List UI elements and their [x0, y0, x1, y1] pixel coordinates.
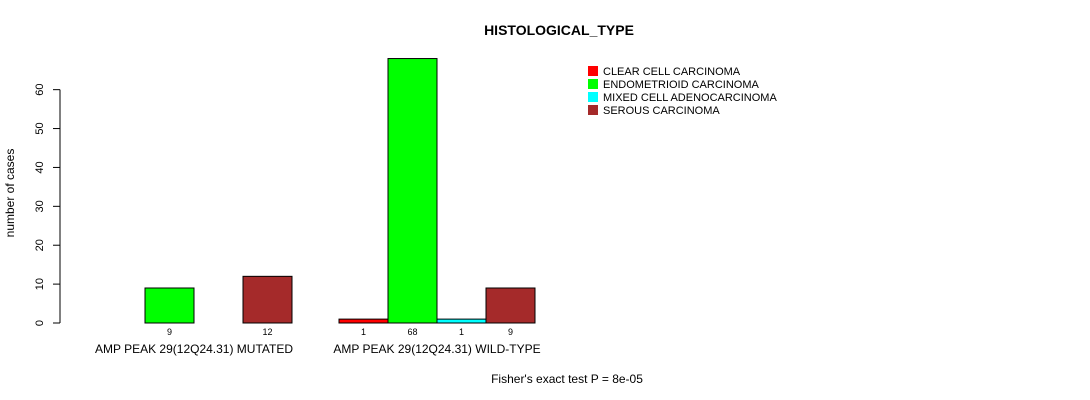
legend-entry: ENDOMETRIOID CARCINOMA — [603, 79, 760, 91]
y-tick-label: 50 — [34, 122, 46, 134]
bar — [436, 318, 487, 324]
y-tick-label: 10 — [34, 278, 46, 290]
legend-swatch — [588, 79, 598, 89]
bar — [144, 287, 195, 324]
bars — [144, 58, 536, 324]
category-labels: AMP PEAK 29(12Q24.31) MUTATED AMP PEAK 29… — [95, 342, 541, 356]
y-tick-label: 40 — [34, 161, 46, 173]
y-axis-label: number of cases — [3, 149, 17, 238]
y-axis: 0 10 20 30 40 50 60 — [34, 84, 61, 326]
legend-swatch — [588, 66, 598, 76]
legend-entry: MIXED CELL ADENOCARCINOMA — [603, 92, 777, 104]
legend-entry: CLEAR CELL CARCINOMA — [603, 66, 741, 78]
bar-value-label: 1 — [459, 327, 464, 337]
bar — [485, 287, 536, 324]
y-tick-label: 30 — [34, 200, 46, 212]
y-tick-label: 20 — [34, 239, 46, 251]
bar-value-label: 12 — [262, 327, 272, 337]
legend-entry: SEROUS CARCINOMA — [603, 105, 720, 117]
value-labels: 9 12 1 68 1 9 — [167, 327, 513, 337]
category-label: AMP PEAK 29(12Q24.31) MUTATED — [95, 342, 293, 356]
legend-swatch — [588, 105, 598, 115]
chart-title: HISTOLOGICAL_TYPE — [484, 22, 634, 38]
bar-value-label: 1 — [361, 327, 366, 337]
y-tick-label: 0 — [34, 320, 46, 326]
legend-swatch — [588, 92, 598, 102]
fisher-test-footnote: Fisher's exact test P = 8e-05 — [491, 372, 643, 386]
bar-value-label: 68 — [407, 327, 417, 337]
bar — [387, 58, 438, 324]
y-tick-label: 60 — [34, 84, 46, 96]
bar — [242, 275, 293, 324]
bar — [338, 318, 389, 324]
category-label: AMP PEAK 29(12Q24.31) WILD-TYPE — [333, 342, 540, 356]
bar-value-label: 9 — [508, 327, 513, 337]
bar-value-label: 9 — [167, 327, 172, 337]
